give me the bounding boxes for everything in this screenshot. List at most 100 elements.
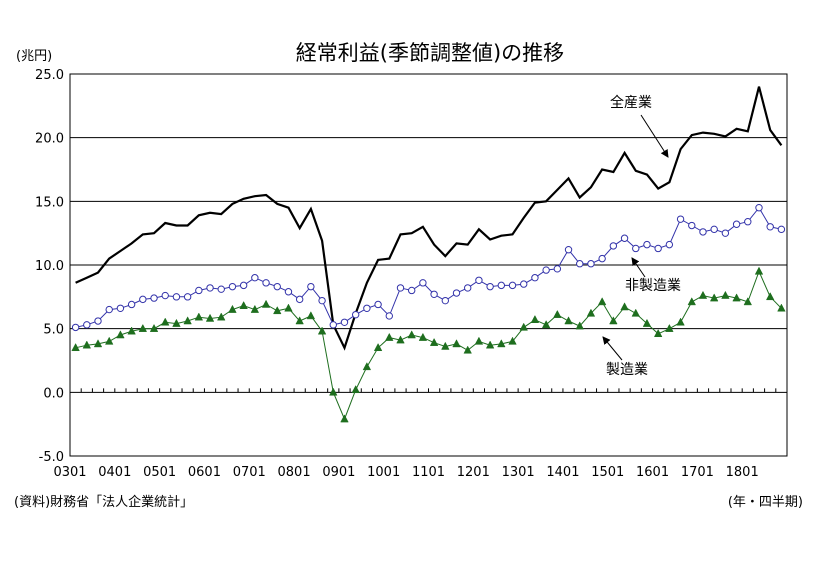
data-point	[239, 281, 248, 290]
data-point	[374, 300, 382, 309]
data-point	[183, 316, 192, 325]
data-point	[116, 304, 125, 312]
data-point	[564, 246, 573, 254]
data-point	[441, 296, 450, 305]
data-point	[441, 341, 450, 350]
data-point	[250, 304, 260, 313]
data-point	[643, 240, 651, 249]
data-point	[105, 305, 113, 314]
data-point	[508, 336, 517, 345]
x-tick-label: 0601	[188, 465, 221, 480]
data-point	[251, 274, 259, 282]
y-tick-label: 20.0	[35, 132, 64, 147]
data-point	[149, 323, 159, 332]
data-point	[743, 297, 753, 306]
y-tick-label: 15.0	[35, 195, 64, 210]
data-point	[262, 279, 270, 287]
chart-title: 経常利益(季節調整値)の推移	[296, 41, 564, 65]
data-point	[307, 282, 315, 291]
data-point	[116, 330, 125, 339]
data-point	[620, 302, 629, 311]
data-point	[755, 204, 763, 212]
data-point	[340, 414, 349, 423]
data-point	[195, 286, 203, 295]
data-point	[765, 292, 775, 301]
data-point	[575, 321, 584, 330]
data-point	[329, 387, 338, 396]
data-point	[430, 290, 438, 298]
data-point	[687, 297, 696, 306]
series-line-2	[75, 270, 782, 421]
data-point	[284, 288, 293, 296]
data-point	[429, 337, 439, 346]
data-point	[541, 320, 551, 329]
data-point	[721, 290, 730, 299]
data-point	[497, 281, 506, 290]
x-axis-unit-label: (年・四半期)	[728, 495, 803, 510]
data-point	[744, 218, 752, 226]
data-point	[161, 317, 170, 326]
data-point	[71, 323, 80, 332]
data-point	[564, 316, 573, 325]
y-tick-label: -5.0	[39, 450, 64, 465]
data-point	[385, 312, 393, 320]
x-tick-label: 0301	[53, 465, 86, 480]
data-point	[172, 318, 181, 327]
x-tick-label: 0501	[143, 465, 176, 480]
data-point	[318, 296, 326, 305]
data-point	[228, 304, 237, 313]
data-point	[82, 340, 92, 349]
data-point	[295, 316, 304, 325]
annotation-arrow	[631, 257, 646, 278]
data-point	[317, 326, 327, 335]
data-point	[475, 276, 483, 284]
x-tick-label: 1601	[636, 465, 669, 480]
data-point	[351, 310, 360, 319]
data-point	[396, 335, 405, 344]
data-point	[217, 312, 226, 321]
data-point	[709, 293, 719, 302]
data-point	[183, 293, 192, 301]
data-point	[642, 318, 652, 327]
data-point	[609, 242, 618, 250]
annotation-arrow	[640, 114, 669, 158]
data-point	[452, 289, 461, 297]
x-tick-label: 1801	[726, 465, 759, 480]
y-tick-label: 0.0	[43, 386, 64, 401]
data-point	[530, 315, 540, 324]
data-point	[261, 299, 271, 308]
y-axis-unit-label: (兆円)	[16, 49, 52, 64]
data-point	[83, 321, 91, 329]
data-point	[553, 265, 562, 273]
x-tick-label: 1001	[367, 465, 400, 480]
x-tick-label: 0801	[278, 465, 311, 480]
y-tick-label: 5.0	[43, 323, 64, 338]
series-annotation-2: 製造業	[606, 362, 648, 378]
data-point	[104, 336, 114, 345]
y-tick-label: 10.0	[35, 259, 64, 274]
data-point	[418, 332, 428, 341]
data-point	[710, 225, 718, 234]
data-point	[463, 345, 472, 354]
x-tick-label: 0401	[98, 465, 131, 480]
data-point	[419, 279, 427, 287]
data-point	[194, 312, 204, 321]
data-point	[586, 308, 596, 317]
data-point	[732, 293, 741, 302]
data-point	[138, 323, 148, 332]
data-point	[542, 266, 550, 274]
x-tick-label: 0901	[322, 465, 355, 480]
data-point	[306, 311, 316, 320]
data-point	[519, 322, 528, 331]
annotation-arrow	[602, 336, 623, 361]
series-line-0	[75, 86, 783, 351]
data-point	[172, 293, 181, 301]
data-point	[161, 291, 169, 300]
data-point	[139, 295, 147, 304]
data-point	[206, 284, 214, 292]
x-tick-label: 0701	[233, 465, 266, 480]
data-point	[654, 244, 662, 253]
data-point	[407, 286, 416, 295]
data-point	[777, 225, 786, 234]
